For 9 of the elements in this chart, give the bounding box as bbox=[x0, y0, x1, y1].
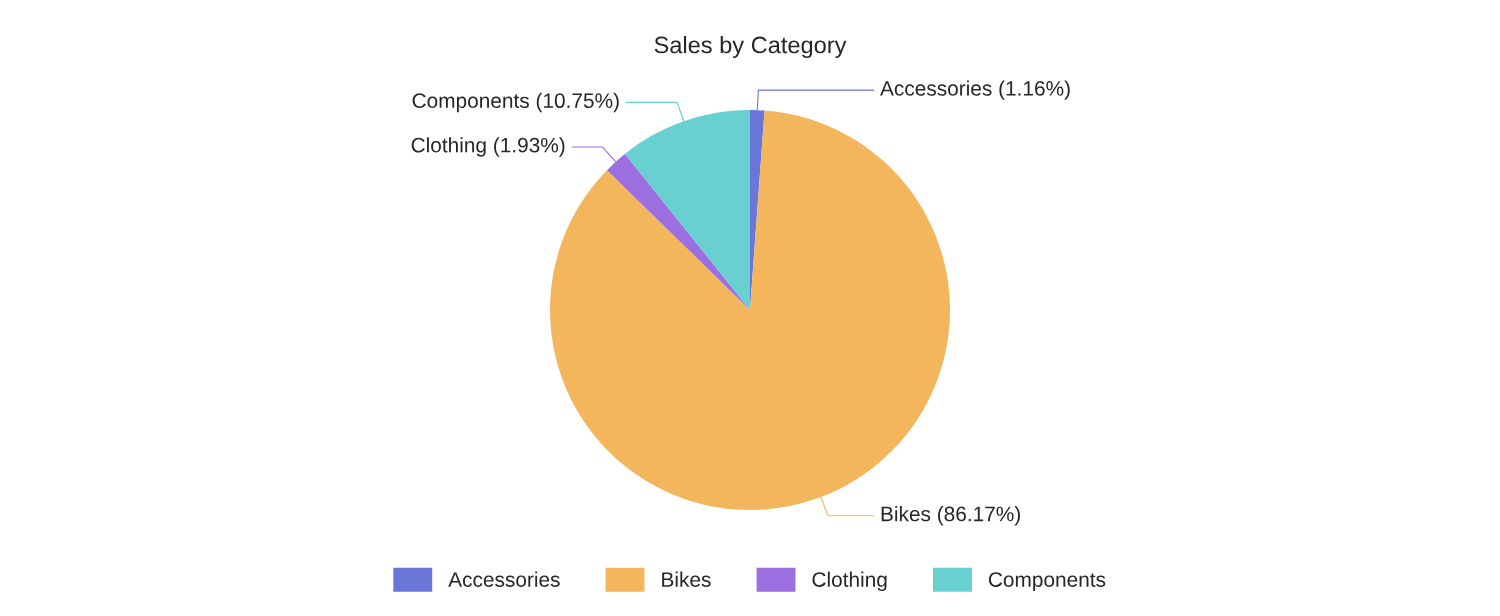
data-label: Clothing (1.93%) bbox=[411, 137, 565, 157]
legend-label: Bikes bbox=[662, 571, 711, 587]
legend-label: Accessories bbox=[448, 571, 560, 587]
data-label: Accessories (1.16%) bbox=[880, 80, 1070, 100]
chart-title: Sales by Category bbox=[654, 36, 847, 59]
data-label: Components (10.75%) bbox=[412, 92, 619, 113]
legend-label: Components bbox=[988, 572, 1106, 592]
data-label: Bikes (86.17%) bbox=[881, 506, 1020, 526]
legend-label: Clothing bbox=[812, 571, 887, 592]
